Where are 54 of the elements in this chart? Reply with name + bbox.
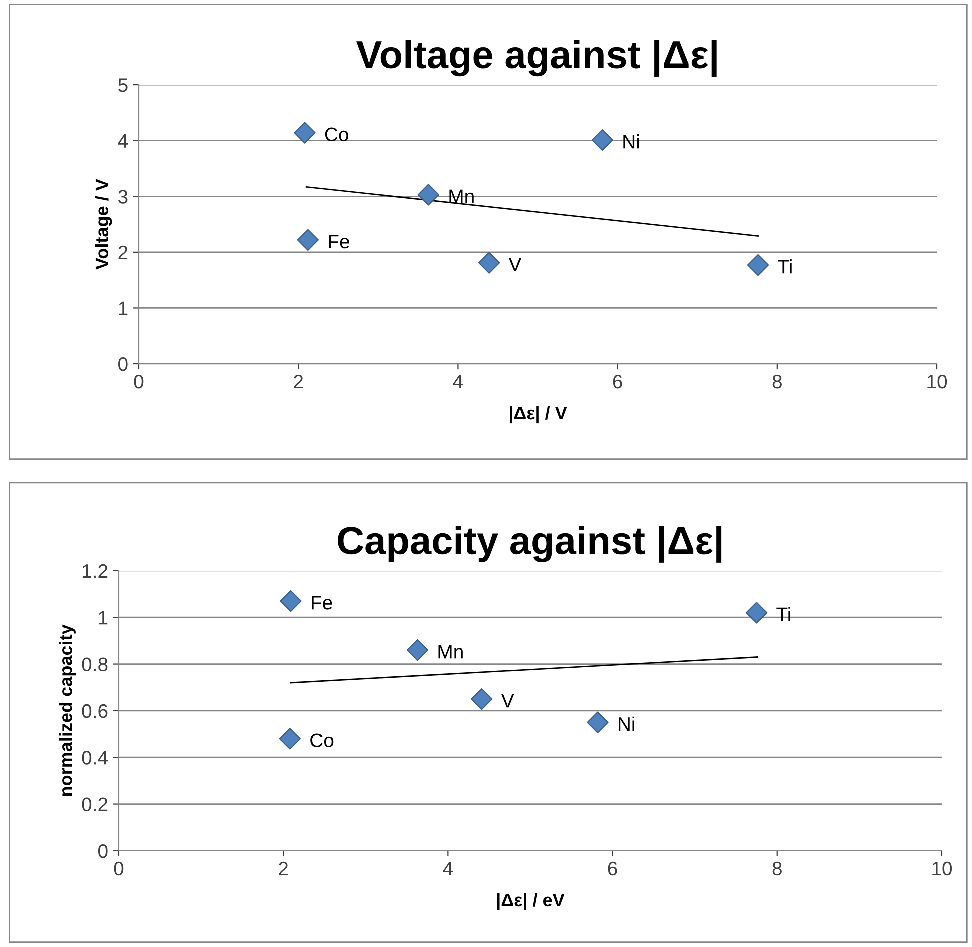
y-tick-label: 3: [118, 190, 128, 204]
annotation: V: [501, 694, 514, 708]
chart-title: Voltage against |Δε|: [356, 40, 717, 78]
annotation: V: [508, 258, 522, 272]
y-tick-label: 1: [119, 302, 128, 316]
annotation: Co: [310, 734, 334, 748]
annotation: Mn: [450, 190, 474, 204]
x-tick-label: 2: [294, 374, 304, 389]
annotation: Fe: [329, 235, 350, 249]
y-tick-label: 5: [118, 78, 128, 92]
y-tick-label: 1: [99, 611, 108, 625]
annotation: Ni: [624, 134, 640, 149]
y-tick-label: 2: [118, 246, 128, 260]
point: [587, 712, 609, 734]
point: [747, 254, 770, 276]
annotation: Fe: [312, 596, 332, 610]
y-axis-title: Voltage / V: [95, 179, 112, 270]
x-tick-label: 6: [608, 862, 618, 876]
y-tick-label: 0.4: [82, 751, 108, 765]
chart-title: Capacity against |Δε|: [338, 526, 722, 563]
x-tick-label: 10: [928, 374, 948, 389]
annotation: Ti: [778, 260, 792, 274]
point: [418, 184, 440, 206]
point: [592, 129, 614, 152]
y-tick-label: 0.2: [82, 798, 108, 812]
y-tick-label: 0.8: [82, 658, 108, 672]
point: [406, 639, 429, 662]
point: [280, 590, 302, 612]
y-tick-label: 0.6: [82, 704, 108, 718]
x-tick-label: 8: [772, 862, 782, 876]
x-tick-label: 2: [279, 862, 288, 876]
annotation: Ni: [618, 716, 634, 731]
x-tick-label: 8: [772, 374, 782, 389]
point: [471, 688, 493, 710]
point: [478, 252, 500, 274]
point: [294, 122, 316, 144]
x-tick-label: 10: [932, 862, 952, 876]
y-tick-label: 0: [98, 844, 108, 858]
y-tick-label: 0: [118, 357, 128, 372]
annotation: Ti: [776, 607, 790, 622]
y-axis-title: normalized capacity: [59, 624, 76, 796]
x-tick-label: 4: [443, 862, 454, 876]
x-axis-title: |Δε| / V: [510, 406, 568, 424]
x-tick-label: 4: [453, 375, 464, 389]
point: [746, 602, 768, 624]
y-tick-label: 4: [118, 134, 128, 148]
point: [297, 229, 320, 252]
annotation: Co: [325, 128, 348, 142]
x-tick-label: 0: [134, 374, 144, 389]
x-axis-title: |Δε| / eV: [497, 893, 565, 910]
annotation: Mn: [438, 645, 463, 659]
x-tick-label: 6: [613, 374, 622, 389]
y-tick-label: 1.2: [83, 564, 108, 578]
point: [279, 728, 302, 750]
